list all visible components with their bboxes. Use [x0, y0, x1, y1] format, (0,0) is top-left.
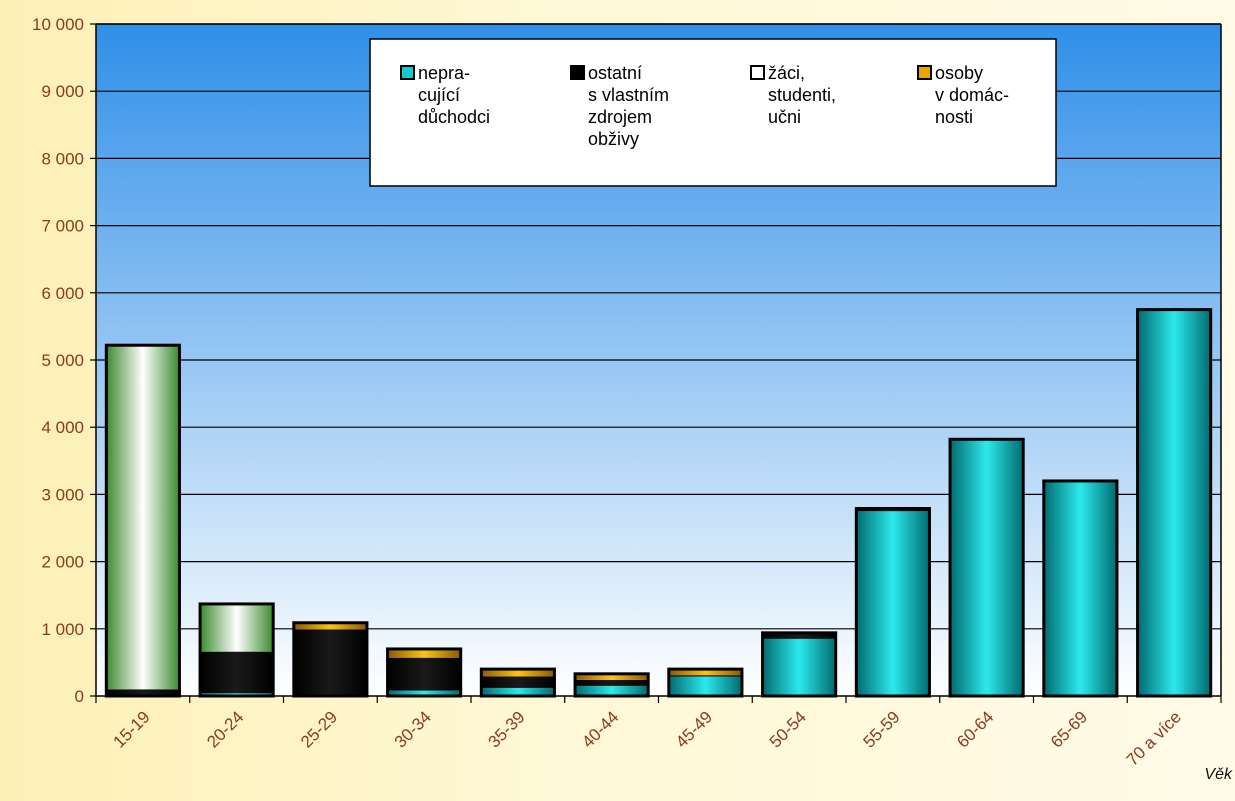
x-tick-label: 35-39	[485, 707, 529, 751]
bar-segment-osoby-v-domacnosti	[575, 673, 649, 680]
legend: nepra-cující důchodci ostatní s vlastním zdr…	[369, 38, 1057, 187]
y-tick-label: 1 000	[41, 620, 84, 639]
y-tick-label: 8 000	[41, 149, 84, 168]
x-tick-label: 55-59	[860, 707, 904, 751]
bar-segment-nepracujici-duchodci	[481, 687, 555, 696]
y-tick-label: 7 000	[41, 217, 84, 236]
bar-segment-nepracujici-duchodci	[575, 685, 649, 696]
y-tick-labels: 0 1 000 2 000 3 000 4 000 5 000 6 000 7 000 8 00…	[32, 15, 84, 706]
bar-segment-ostatni	[387, 657, 461, 691]
bar-segment-ostatni	[481, 676, 555, 688]
bars	[104, 308, 1213, 698]
legend-label: žáci, studenti, učni	[768, 63, 836, 127]
bar-segment-ostatni	[106, 689, 180, 696]
axes	[90, 23, 1222, 703]
bar-segment-nepracujici-duchodci	[950, 439, 1024, 696]
bar-segment-zaci-studenti	[106, 345, 180, 690]
y-tick-label: 4 000	[41, 418, 84, 437]
y-tick-label: 0	[75, 687, 84, 706]
legend-box	[369, 38, 1057, 187]
x-tick-label: 20-24	[203, 707, 247, 751]
bar-segment-zaci-studenti	[200, 605, 274, 652]
bar-segment-nepracujici-duchodci	[668, 676, 742, 696]
x-tick-label: 40-44	[578, 707, 622, 751]
y-tick-label: 9 000	[41, 82, 84, 101]
legend-swatch	[750, 65, 765, 80]
legend-label: ostatní s vlastním zdrojem obživy	[588, 63, 669, 149]
bar-segment-ostatni	[575, 679, 649, 686]
legend-swatch	[570, 65, 585, 80]
x-tick-labels: 15-19 20-24 25-29 30-34 35-39 40-44 45-49 50-54…	[110, 707, 1185, 769]
bar-segment-osoby-v-domacnosti	[387, 648, 461, 658]
y-tick-label: 10 000	[32, 15, 84, 34]
bar-segment-osoby-v-domacnosti	[668, 669, 742, 676]
bar-segment-ostatni	[293, 629, 367, 696]
bar-segment-nepracujici-duchodci	[856, 511, 930, 696]
bar-segment-ostatni	[762, 632, 836, 639]
bar-segment-nepracujici-duchodci	[387, 690, 461, 696]
x-tick-label: 45-49	[672, 707, 716, 751]
x-tick-label: 60-64	[953, 707, 997, 751]
y-tick-label: 3 000	[41, 485, 84, 504]
legend-swatch	[400, 65, 415, 80]
bar-segment-osoby-v-domacnosti	[481, 669, 555, 677]
x-tick-label: 30-34	[391, 707, 435, 751]
bar-segment-osoby-v-domacnosti	[293, 622, 367, 630]
bar-segment-nepracujici-duchodci	[762, 638, 836, 696]
x-tick-label: 70 a více	[1123, 707, 1185, 769]
legend-label: osoby v domác-nosti	[935, 63, 1009, 127]
x-tick-label: 50-54	[766, 707, 810, 751]
y-tick-label: 2 000	[41, 553, 84, 572]
bar-segment-nepracujici-duchodci	[1137, 309, 1211, 696]
y-tick-label: 5 000	[41, 351, 84, 370]
y-tick-label: 6 000	[41, 284, 84, 303]
x-axis-label: Věk	[1204, 766, 1233, 783]
bar-segment-ostatni	[200, 651, 274, 694]
x-tick-label: 65-69	[1047, 707, 1091, 751]
bar-segment-ostatni	[668, 675, 742, 677]
legend-label: nepra-cující důchodci	[418, 63, 490, 127]
legend-swatch	[917, 65, 932, 80]
x-tick-label: 15-19	[110, 707, 154, 751]
bar-segment-nepracujici-duchodci	[1043, 480, 1117, 696]
x-tick-label: 25-29	[297, 707, 341, 751]
